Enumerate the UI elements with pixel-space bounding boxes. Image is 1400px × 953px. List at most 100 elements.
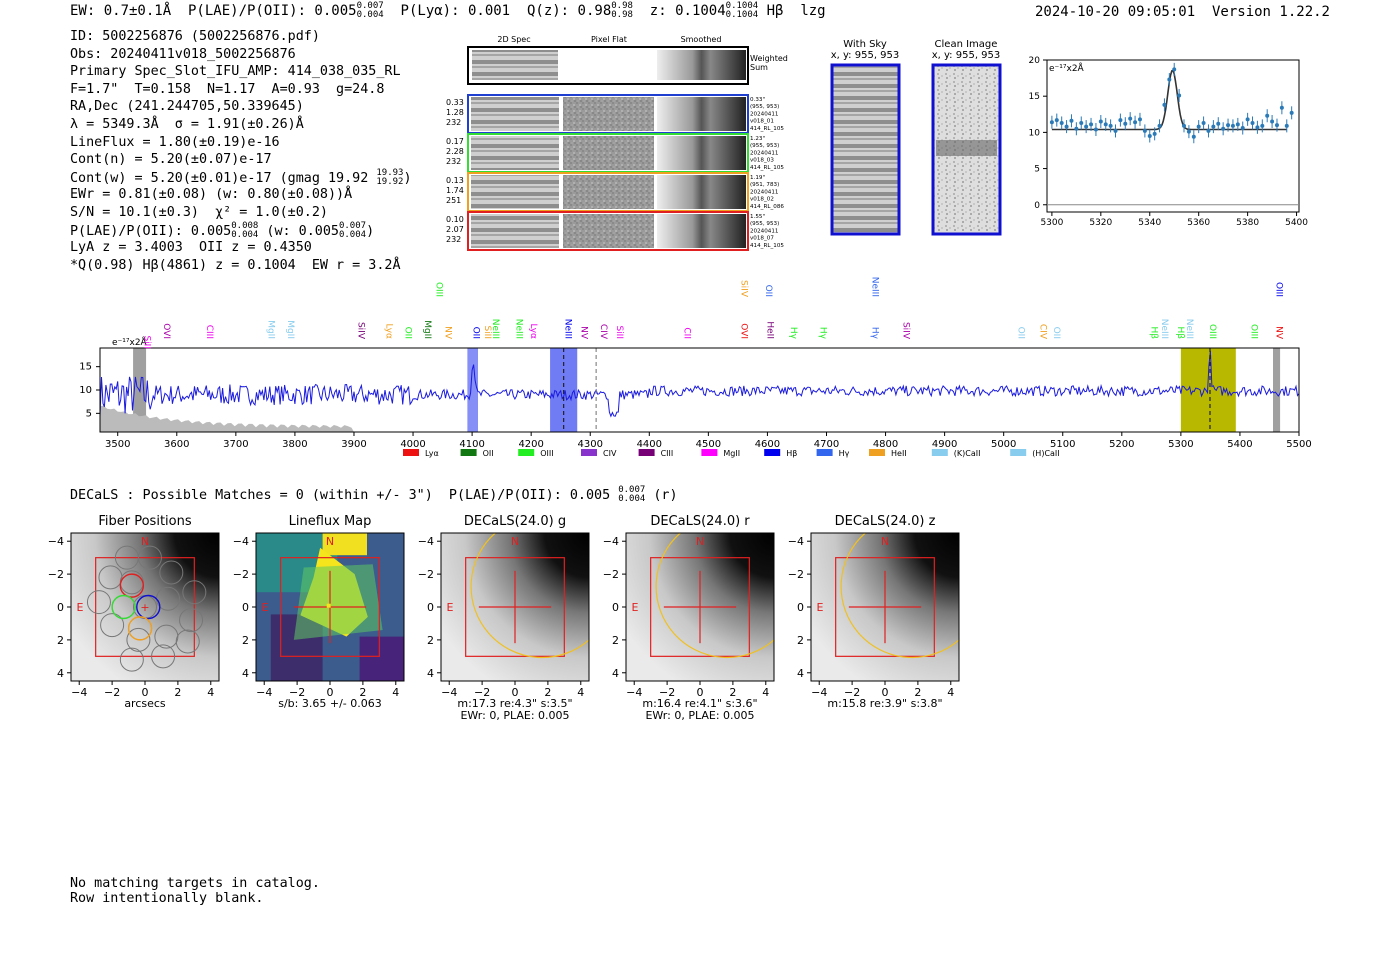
compass-e: E [447, 601, 454, 614]
line-id-label: NeIII [870, 277, 880, 297]
line-id-label: SiII [482, 325, 492, 339]
zoom-data-point [1274, 123, 1279, 128]
spec2d-row-pixelflat [563, 97, 654, 131]
compass-n: N [326, 535, 334, 548]
col-title-smoothed: Smoothed [681, 35, 722, 44]
line-id-label: CII [682, 327, 692, 339]
zoom-axes-frame [1046, 59, 1300, 213]
noise-fill [100, 405, 354, 432]
line-id-label: MgII [265, 320, 275, 339]
panel-caption: arcsecs [124, 697, 166, 710]
zoom-data-point [1059, 120, 1064, 125]
panel-xtick-label: −2 [104, 686, 120, 699]
weighted-2dspec [472, 50, 558, 80]
panel-xtick-label: −2 [474, 686, 490, 699]
spectrum-line [99, 350, 1300, 418]
info-id: ID: 5002256876 (5002256876.pdf) [70, 29, 320, 44]
legend-label: CIII [661, 449, 674, 458]
cutout-with-sky: With Sky x, y: 955, 953 [830, 39, 901, 236]
info-spec-slot: Primary Spec_Slot_IFU_AMP: 414_038_035_R… [70, 64, 401, 80]
panel-caption: EWr: 0, PLAE: 0.005 [645, 709, 754, 722]
fiber-circle [119, 647, 144, 672]
line-id-label: OIII [1249, 324, 1259, 339]
zoom-ytick-label: 15 [1029, 92, 1040, 102]
zoom-data-point [1103, 122, 1108, 127]
panel-ytick-label: −4 [418, 535, 434, 548]
legend-label: OII [483, 449, 494, 458]
spec2d-row-meta: 1.19" [750, 175, 765, 181]
legend-swatch [638, 449, 655, 456]
zoom-data-point [1049, 120, 1054, 125]
spectrum-xtick-label: 3500 [105, 439, 130, 450]
zoom-data-point [1093, 127, 1098, 132]
panel-xtick-label: 2 [544, 686, 551, 699]
info-plae: P(LAE)/P(OII): 0.005 0.008 0.004 (w: 0.005… [70, 220, 375, 240]
line-id-label: OII [763, 285, 773, 297]
zoom-data-point [1270, 119, 1275, 124]
fiber-circle [100, 613, 125, 638]
cutout-subtitle-clean: x, y: 955, 953 [932, 50, 1001, 61]
zoom-xtick-label: 5360 [1187, 218, 1210, 228]
panel-ytick-label: 2 [57, 634, 64, 647]
spectrum-xtick-label: 4800 [873, 439, 898, 450]
zoom-data-point [1226, 123, 1231, 128]
zoom-unit-label: e⁻¹⁷x2Å [1049, 62, 1085, 74]
info-lineflux: LineFlux = 1.80(±0.19)e-16 [70, 134, 280, 150]
spectrum-xtick-label: 4000 [400, 439, 425, 450]
info-cont-w: Cont(w) = 5.20(±0.01)e-17 (gmag 19.92 19… [70, 167, 412, 187]
spectrum-xtick-label: 4200 [518, 439, 543, 450]
panel-ytick-label: 4 [797, 667, 804, 680]
weighted-label-2: Sum [750, 63, 768, 72]
detection-info: ID: 5002256876 (5002256876.pdf) Obs: 202… [70, 28, 412, 274]
line-id-label: Hγ [818, 327, 828, 340]
legend-label: (K)CaII [954, 449, 981, 458]
zoom-data-point [1265, 113, 1270, 118]
spec2d-row-meta: v018_02 [750, 197, 774, 203]
line-id-label: HeII [764, 321, 774, 339]
zoom-data-point [1064, 124, 1069, 129]
spec2d-row-stat: 0.13 [446, 176, 464, 185]
line-id-label: CIV [1037, 324, 1047, 340]
zoom-data-point [1133, 120, 1138, 125]
panel-ytick-label: 4 [427, 667, 434, 680]
legend-swatch [764, 449, 781, 456]
spec2d-row-stat: 2.28 [446, 147, 464, 156]
legend-label: OIII [540, 449, 553, 458]
line-id-label: OII [470, 327, 480, 339]
fiber-circle [126, 627, 151, 652]
legend-swatch [1010, 449, 1027, 456]
panel-caption: EWr: 0, PLAE: 0.005 [460, 709, 569, 722]
fiber-circle [179, 608, 204, 633]
spec2d-row-meta: 414_RL_086 [750, 204, 784, 210]
galaxy-ellipse [470, 532, 590, 659]
spectrum-xtick-label: 3900 [341, 439, 366, 450]
zoom-data-point [1108, 123, 1113, 128]
panel-xtick-label: 4 [392, 686, 399, 699]
fiber-highlight-orange [127, 616, 153, 641]
panel-caption: m:15.8 re:3.9" s:3.8" [827, 697, 942, 710]
zoom-data-point [1240, 126, 1245, 131]
zoom-data-point [1152, 131, 1157, 136]
legend-label: MgII [723, 449, 740, 458]
panel-xtick-label: 4 [947, 686, 954, 699]
info-sn: S/N = 10.1(±0.3) χ² = 1.0(±0.2) [70, 204, 328, 220]
legend-swatch [460, 449, 477, 456]
panel-ytick-label: 2 [797, 634, 804, 647]
spec2d-row-2dspec [471, 175, 559, 209]
cutout-image-sky [830, 63, 901, 236]
legend-swatch [701, 449, 718, 456]
spectrum-xtick-label: 4500 [696, 439, 721, 450]
fiber-highlight-red [119, 573, 145, 598]
zoom-data-point [1177, 93, 1182, 98]
compass-e: E [77, 601, 84, 614]
line-id-label: NeIII [490, 319, 500, 339]
panel-ytick-label: 4 [242, 667, 249, 680]
zoom-ytick-label: 10 [1029, 128, 1041, 138]
aperture-box [95, 557, 195, 657]
line-id-label: MgII [422, 320, 432, 339]
line-id-label: OIII [1274, 282, 1284, 297]
line-id-label: NV [1274, 326, 1284, 340]
zoom-data-point [1157, 123, 1162, 128]
zoom-data-point [1211, 124, 1216, 129]
